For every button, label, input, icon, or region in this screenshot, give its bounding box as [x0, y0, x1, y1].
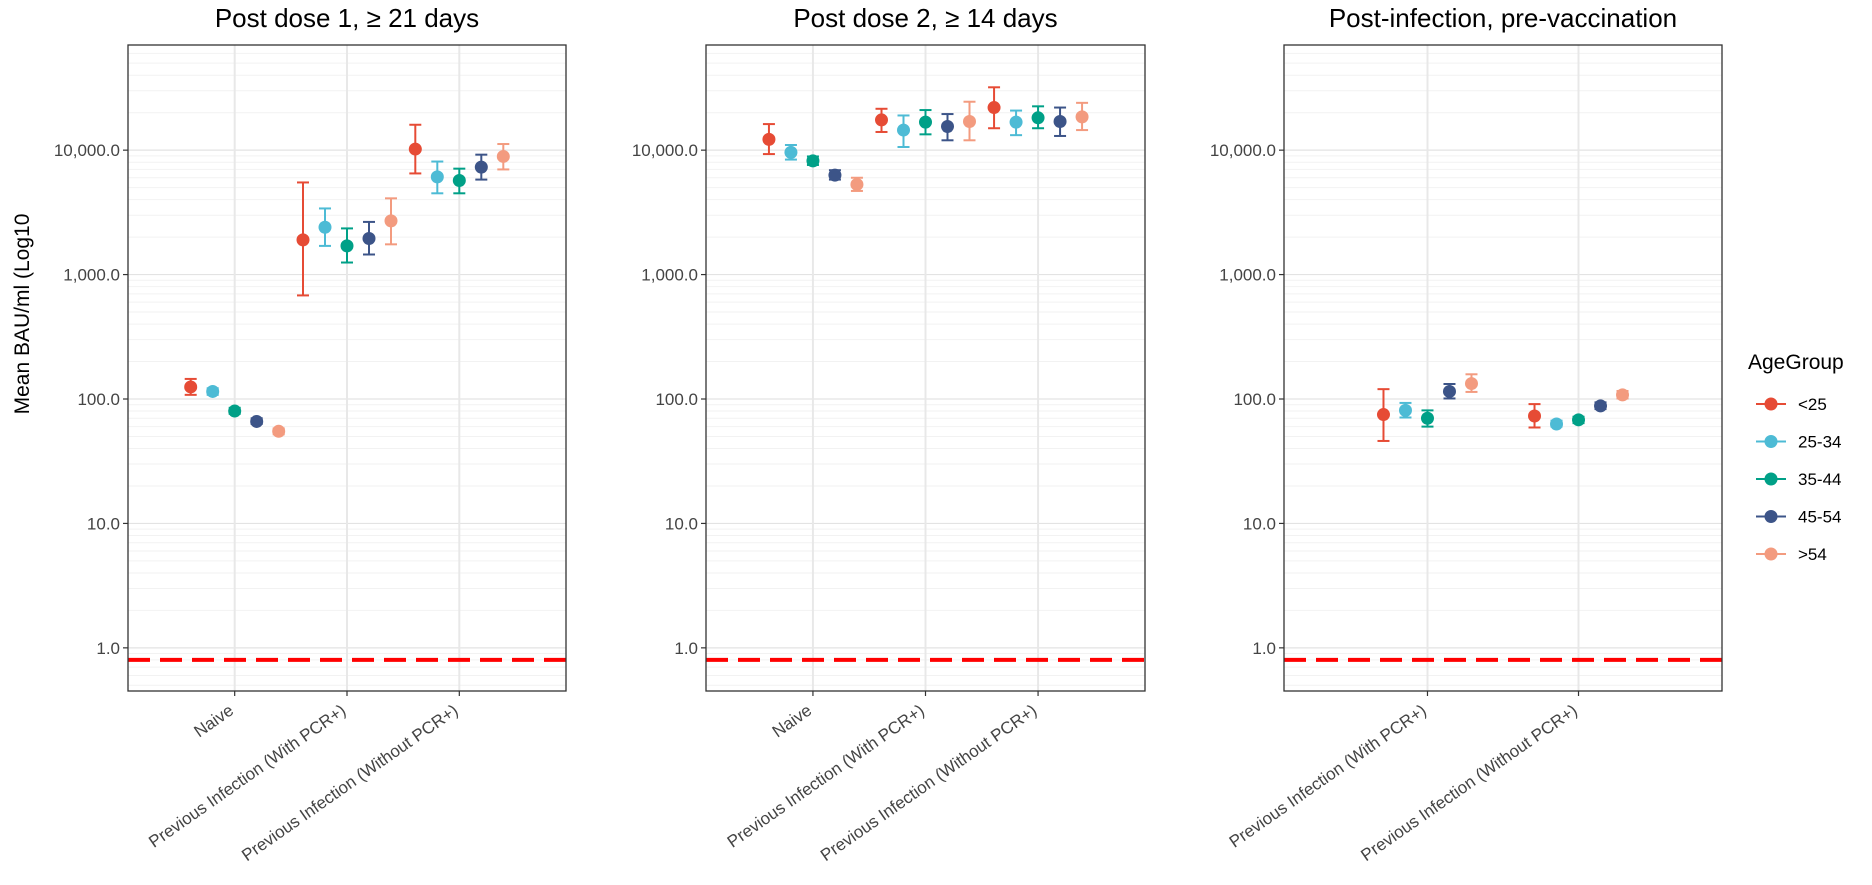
data-point — [228, 405, 241, 418]
x-tick-label: Naive — [769, 701, 816, 741]
data-point — [409, 143, 422, 156]
data-point — [988, 101, 1001, 114]
legend-key-point — [1765, 548, 1778, 561]
data-point — [497, 150, 510, 163]
data-point — [341, 239, 354, 252]
x-tick-label: Previous Infection (Without PCR+) — [817, 701, 1040, 865]
panels: 1.010.0100.01,000.010,000.0NaivePrevious… — [54, 3, 1722, 865]
x-tick-label: Previous Infection (With PCR+) — [145, 701, 349, 852]
data-point — [1076, 110, 1089, 123]
y-tick-label: 10,000.0 — [54, 141, 120, 160]
legend-title: AgeGroup — [1748, 351, 1844, 374]
legend-key-point — [1765, 435, 1778, 448]
data-point — [1616, 388, 1629, 401]
data-point — [1010, 116, 1023, 129]
y-tick-label: 10,000.0 — [1210, 141, 1276, 160]
data-point — [1399, 404, 1412, 417]
data-point — [475, 161, 488, 174]
data-point — [297, 233, 310, 246]
legend-label: 45-54 — [1798, 508, 1841, 527]
data-point — [1465, 377, 1478, 390]
data-point — [1054, 115, 1067, 128]
data-point — [828, 169, 841, 182]
legend-label: <25 — [1798, 395, 1827, 414]
y-tick-label: 1.0 — [96, 639, 120, 658]
legend: AgeGroup <25 25-34 35-44 45-54 >54 — [1748, 351, 1844, 564]
y-tick-label: 1.0 — [1252, 639, 1276, 658]
y-tick-label: 1,000.0 — [1219, 266, 1276, 285]
y-tick-label: 10.0 — [1243, 514, 1276, 533]
data-point — [963, 115, 976, 128]
x-tick-label: Naive — [190, 701, 237, 741]
data-point — [206, 385, 219, 398]
data-point — [875, 113, 888, 126]
y-tick-label: 10.0 — [665, 514, 698, 533]
x-tick-label: Previous Infection (With PCR+) — [724, 701, 928, 852]
data-point — [784, 146, 797, 159]
data-point — [319, 221, 332, 234]
data-point — [1032, 111, 1045, 124]
y-tick-label: 100.0 — [77, 390, 120, 409]
y-tick-label: 1.0 — [674, 639, 698, 658]
data-point — [897, 124, 910, 137]
y-tick-label: 100.0 — [655, 390, 698, 409]
data-point — [850, 178, 863, 191]
data-point — [250, 415, 263, 428]
data-point — [431, 170, 444, 183]
y-axis-title: Mean BAU/ml (Log10 — [11, 214, 34, 415]
y-tick-label: 1,000.0 — [63, 266, 120, 285]
x-tick-label: Previous Infection (Without PCR+) — [238, 701, 461, 865]
panel-title: Post dose 1, ≥ 21 days — [215, 3, 479, 33]
data-point — [1528, 410, 1541, 423]
data-point — [806, 154, 819, 167]
legend-label: 25-34 — [1798, 433, 1841, 452]
data-point — [272, 425, 285, 438]
panel-title: Post-infection, pre-vaccination — [1329, 3, 1677, 33]
legend-key-point — [1765, 510, 1778, 523]
data-point — [453, 174, 466, 187]
data-point — [1421, 412, 1434, 425]
data-point — [363, 232, 376, 245]
data-point — [1377, 408, 1390, 421]
y-tick-label: 1,000.0 — [641, 266, 698, 285]
data-point — [1550, 417, 1563, 430]
panel-background — [1284, 45, 1722, 691]
legend-label: 35-44 — [1798, 470, 1841, 489]
data-point — [385, 214, 398, 227]
data-point — [184, 380, 197, 393]
data-point — [1443, 385, 1456, 398]
data-point — [919, 116, 932, 129]
legend-label: >54 — [1798, 545, 1827, 564]
panel-title: Post dose 2, ≥ 14 days — [793, 3, 1057, 33]
panel-2: 1.0 10.0 100.0 1,000.0 10,000.0 NaivePrevious… — [632, 3, 1145, 865]
data-point — [1594, 399, 1607, 412]
y-tick-label: 100.0 — [1233, 390, 1276, 409]
panel-1: 1.0 10.0 100.0 1,000.0 10,000.0 NaivePrevious… — [54, 3, 566, 865]
y-tick-label: 10.0 — [87, 514, 120, 533]
legend-key-point — [1765, 473, 1778, 486]
data-point — [941, 120, 954, 133]
data-point — [1572, 413, 1585, 426]
y-tick-label: 10,000.0 — [632, 141, 698, 160]
legend-key-point — [1765, 398, 1778, 411]
data-point — [762, 133, 775, 146]
